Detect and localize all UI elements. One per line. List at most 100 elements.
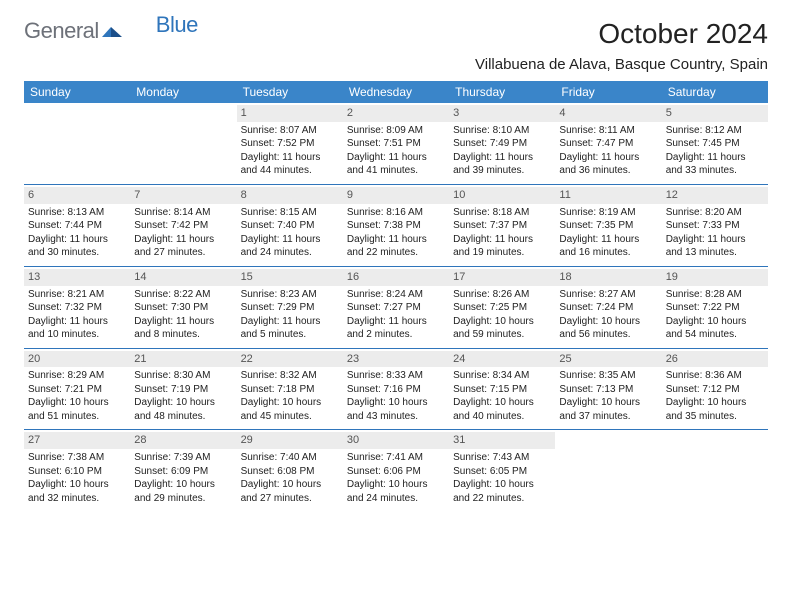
calendar-week-row: 27Sunrise: 7:38 AMSunset: 6:10 PMDayligh…: [24, 430, 768, 511]
sunrise-text: Sunrise: 8:30 AM: [134, 369, 232, 383]
day-number: 19: [662, 269, 768, 286]
day-header: Saturday: [662, 81, 768, 103]
day-number: 28: [130, 432, 236, 449]
calendar-cell: 14Sunrise: 8:22 AMSunset: 7:30 PMDayligh…: [130, 266, 236, 348]
sunrise-text: Sunrise: 8:33 AM: [347, 369, 445, 383]
calendar-week-row: 6Sunrise: 8:13 AMSunset: 7:44 PMDaylight…: [24, 184, 768, 266]
daylight-text: Daylight: 10 hours and 56 minutes.: [559, 315, 657, 342]
daylight-text: Daylight: 11 hours and 8 minutes.: [134, 315, 232, 342]
daylight-text: Daylight: 11 hours and 27 minutes.: [134, 233, 232, 260]
sunrise-text: Sunrise: 8:12 AM: [666, 124, 764, 138]
sunrise-text: Sunrise: 8:15 AM: [241, 206, 339, 220]
daylight-text: Daylight: 11 hours and 44 minutes.: [241, 151, 339, 178]
sunrise-text: Sunrise: 8:32 AM: [241, 369, 339, 383]
calendar-page: General Blue October 2024 Villabuena de …: [0, 0, 792, 511]
daylight-text: Daylight: 10 hours and 24 minutes.: [347, 478, 445, 505]
calendar-cell: [24, 103, 130, 184]
sunset-text: Sunset: 7:22 PM: [666, 301, 764, 315]
sunrise-text: Sunrise: 8:35 AM: [559, 369, 657, 383]
sunset-text: Sunset: 7:12 PM: [666, 383, 764, 397]
calendar-cell: 16Sunrise: 8:24 AMSunset: 7:27 PMDayligh…: [343, 266, 449, 348]
calendar-cell: 8 Sunrise: 8:15 AMSunset: 7:40 PMDaylight…: [237, 184, 343, 266]
day-number: 17: [449, 269, 555, 286]
day-number: 7: [130, 187, 236, 204]
day-number: 1: [237, 105, 343, 122]
calendar-cell: 9Sunrise: 8:16 AMSunset: 7:38 PMDaylight…: [343, 184, 449, 266]
day-number: 23: [343, 351, 449, 368]
sunrise-text: Sunrise: 8:22 AM: [134, 288, 232, 302]
calendar-cell: 17Sunrise: 8:26 AMSunset: 7:25 PMDayligh…: [449, 266, 555, 348]
day-number: 31: [449, 432, 555, 449]
daylight-text: Daylight: 11 hours and 33 minutes.: [666, 151, 764, 178]
sunset-text: Sunset: 6:09 PM: [134, 465, 232, 479]
daylight-text: Daylight: 10 hours and 54 minutes.: [666, 315, 764, 342]
day-number: 5: [662, 105, 768, 122]
sunrise-text: Sunrise: 8:28 AM: [666, 288, 764, 302]
day-number: 6: [24, 187, 130, 204]
brand-text-2: Blue: [156, 12, 198, 38]
day-header: Tuesday: [237, 81, 343, 103]
sunset-text: Sunset: 7:15 PM: [453, 383, 551, 397]
sunrise-text: Sunrise: 8:24 AM: [347, 288, 445, 302]
daylight-text: Daylight: 11 hours and 13 minutes.: [666, 233, 764, 260]
daylight-text: Daylight: 11 hours and 30 minutes.: [28, 233, 126, 260]
calendar-cell: 23Sunrise: 8:33 AMSunset: 7:16 PMDayligh…: [343, 348, 449, 430]
day-number: 18: [555, 269, 661, 286]
sunrise-text: Sunrise: 8:29 AM: [28, 369, 126, 383]
sunset-text: Sunset: 7:25 PM: [453, 301, 551, 315]
daylight-text: Daylight: 10 hours and 59 minutes.: [453, 315, 551, 342]
day-number: 8: [237, 187, 343, 204]
sunrise-text: Sunrise: 8:27 AM: [559, 288, 657, 302]
daylight-text: Daylight: 10 hours and 40 minutes.: [453, 396, 551, 423]
daylight-text: Daylight: 11 hours and 24 minutes.: [241, 233, 339, 260]
day-number: 16: [343, 269, 449, 286]
sunset-text: Sunset: 6:05 PM: [453, 465, 551, 479]
sunrise-text: Sunrise: 8:34 AM: [453, 369, 551, 383]
daylight-text: Daylight: 11 hours and 5 minutes.: [241, 315, 339, 342]
sunrise-text: Sunrise: 8:10 AM: [453, 124, 551, 138]
sunset-text: Sunset: 7:52 PM: [241, 137, 339, 151]
daylight-text: Daylight: 10 hours and 51 minutes.: [28, 396, 126, 423]
sunrise-text: Sunrise: 7:40 AM: [241, 451, 339, 465]
daylight-text: Daylight: 11 hours and 36 minutes.: [559, 151, 657, 178]
sunrise-text: Sunrise: 7:38 AM: [28, 451, 126, 465]
calendar-cell: 30Sunrise: 7:41 AMSunset: 6:06 PMDayligh…: [343, 430, 449, 511]
calendar-cell: 21Sunrise: 8:30 AMSunset: 7:19 PMDayligh…: [130, 348, 236, 430]
day-number: 14: [130, 269, 236, 286]
calendar-cell: 12Sunrise: 8:20 AMSunset: 7:33 PMDayligh…: [662, 184, 768, 266]
daylight-text: Daylight: 10 hours and 32 minutes.: [28, 478, 126, 505]
day-number: 13: [24, 269, 130, 286]
calendar-head: Sunday Monday Tuesday Wednesday Thursday…: [24, 81, 768, 103]
day-number: 29: [237, 432, 343, 449]
sunset-text: Sunset: 7:19 PM: [134, 383, 232, 397]
day-number: 27: [24, 432, 130, 449]
page-header: General Blue October 2024 Villabuena de …: [24, 18, 768, 73]
sunset-text: Sunset: 7:51 PM: [347, 137, 445, 151]
calendar-cell: 31Sunrise: 7:43 AMSunset: 6:05 PMDayligh…: [449, 430, 555, 511]
sunset-text: Sunset: 7:21 PM: [28, 383, 126, 397]
calendar-cell: 6Sunrise: 8:13 AMSunset: 7:44 PMDaylight…: [24, 184, 130, 266]
sunset-text: Sunset: 7:37 PM: [453, 219, 551, 233]
daylight-text: Daylight: 11 hours and 19 minutes.: [453, 233, 551, 260]
daylight-text: Daylight: 10 hours and 29 minutes.: [134, 478, 232, 505]
brand-mark-icon: [102, 19, 124, 35]
sunset-text: Sunset: 7:29 PM: [241, 301, 339, 315]
calendar-week-row: 20Sunrise: 8:29 AMSunset: 7:21 PMDayligh…: [24, 348, 768, 430]
calendar-cell: 18Sunrise: 8:27 AMSunset: 7:24 PMDayligh…: [555, 266, 661, 348]
day-number: 10: [449, 187, 555, 204]
sunset-text: Sunset: 7:40 PM: [241, 219, 339, 233]
sunset-text: Sunset: 6:08 PM: [241, 465, 339, 479]
day-header: Monday: [130, 81, 236, 103]
daylight-text: Daylight: 11 hours and 2 minutes.: [347, 315, 445, 342]
daylight-text: Daylight: 10 hours and 48 minutes.: [134, 396, 232, 423]
sunrise-text: Sunrise: 8:16 AM: [347, 206, 445, 220]
calendar-cell: [662, 430, 768, 511]
sunset-text: Sunset: 7:13 PM: [559, 383, 657, 397]
calendar-cell: 25Sunrise: 8:35 AMSunset: 7:13 PMDayligh…: [555, 348, 661, 430]
sunset-text: Sunset: 7:44 PM: [28, 219, 126, 233]
sunset-text: Sunset: 7:32 PM: [28, 301, 126, 315]
calendar-cell: 22Sunrise: 8:32 AMSunset: 7:18 PMDayligh…: [237, 348, 343, 430]
sunrise-text: Sunrise: 8:18 AM: [453, 206, 551, 220]
sunset-text: Sunset: 7:49 PM: [453, 137, 551, 151]
day-header: Friday: [555, 81, 661, 103]
